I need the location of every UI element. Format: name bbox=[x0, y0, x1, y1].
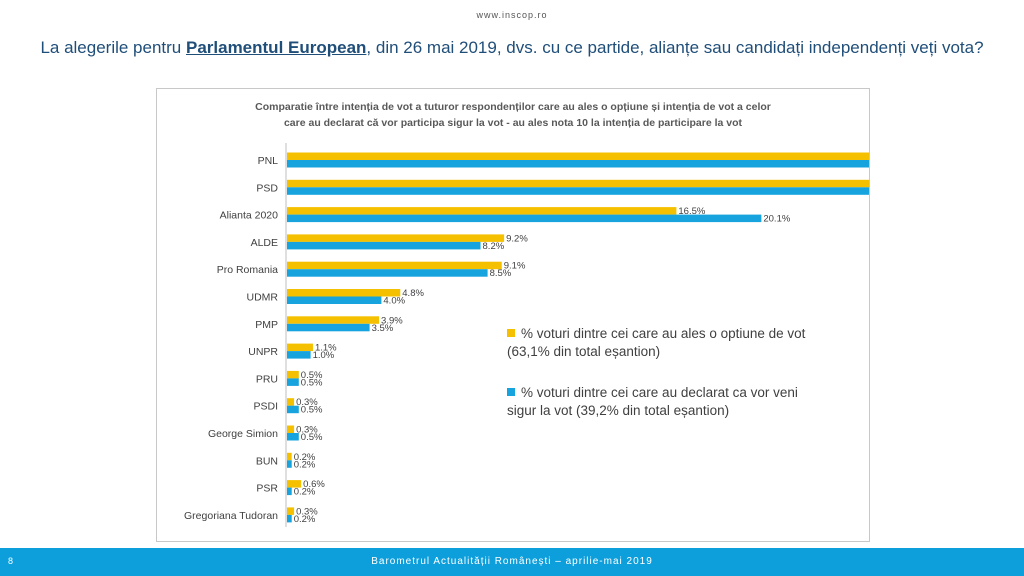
bar-series-1 bbox=[287, 207, 677, 215]
bar-series-1 bbox=[287, 261, 502, 270]
category-label: Pro Romania bbox=[217, 264, 278, 276]
bar-series-2 bbox=[287, 514, 292, 523]
bar-series-1 bbox=[287, 398, 295, 406]
page-title: La alegerile pentru Parlamentul European… bbox=[40, 36, 984, 59]
bar-series-1 bbox=[287, 370, 299, 379]
bar-series-2 bbox=[287, 351, 311, 359]
data-label-series-1: 0.3% bbox=[296, 397, 318, 408]
bar-series-1 bbox=[287, 152, 869, 160]
footer-bar: 8 Barometrul Actualității Românești – ap… bbox=[0, 548, 1024, 576]
data-label-series-2: 1.0% bbox=[313, 350, 335, 361]
category-label: PSR bbox=[256, 483, 278, 495]
data-label-series-2: 20.1% bbox=[763, 214, 790, 225]
data-label-series-1: 4.8% bbox=[402, 288, 424, 299]
category-label: PNL bbox=[258, 155, 279, 167]
data-label-series-2: 4.0% bbox=[383, 296, 405, 307]
data-label-series-1: 0.3% bbox=[296, 425, 318, 436]
legend-label-series-2: % voturi dintre cei care au declarat ca … bbox=[521, 385, 798, 400]
bar-series-2 bbox=[287, 323, 370, 332]
title-text-before: La alegerile pentru bbox=[40, 38, 186, 57]
legend-sub-series-2: sigur la vot (39,2% din total eșantion) bbox=[507, 403, 730, 418]
bar-series-1 bbox=[287, 316, 380, 324]
bar-series-2 bbox=[287, 160, 869, 168]
legend-item-series-1: % voturi dintre cei care au ales o optiu… bbox=[507, 325, 857, 361]
data-label-series-2: 0.5% bbox=[301, 377, 323, 388]
category-label: ALDE bbox=[251, 237, 278, 249]
category-label: UNPR bbox=[248, 346, 278, 358]
data-label-series-2: 0.2% bbox=[294, 514, 316, 525]
bar-series-2 bbox=[287, 460, 292, 468]
data-label-series-1: 9.2% bbox=[506, 233, 528, 244]
bar-series-2 bbox=[287, 378, 299, 386]
data-label-series-1: 0.3% bbox=[296, 506, 318, 517]
footer-text: Barometrul Actualității Românești – apri… bbox=[371, 556, 653, 567]
data-label-series-2: 0.5% bbox=[301, 405, 323, 416]
data-label-series-1: 9.1% bbox=[504, 261, 526, 272]
data-label-series-1: 16.5% bbox=[678, 206, 705, 217]
bar-series-1 bbox=[287, 480, 302, 488]
page-number: 8 bbox=[8, 556, 14, 566]
category-label: Alianta 2020 bbox=[220, 210, 279, 222]
chart-title: Comparatie între intenția de vot a tutur… bbox=[157, 99, 869, 131]
legend-item-series-2: % voturi dintre cei care au declarat ca … bbox=[507, 384, 857, 420]
data-label-series-2: 8.2% bbox=[483, 241, 505, 252]
title-text-after: , din 26 mai 2019, dvs. cu ce partide, a… bbox=[366, 38, 984, 57]
data-label-series-1: 3.9% bbox=[381, 315, 403, 326]
category-label: George Simion bbox=[208, 428, 278, 440]
category-label: Gregoriana Tudoran bbox=[184, 510, 278, 522]
bar-series-2 bbox=[287, 433, 299, 441]
data-label-series-2: 0.2% bbox=[294, 487, 316, 498]
legend-swatch-series-2 bbox=[507, 388, 515, 396]
bar-series-1 bbox=[287, 343, 313, 352]
category-label: PSDI bbox=[253, 401, 278, 413]
chart-title-line-2: care au declarat că vor participa sigur … bbox=[283, 117, 743, 129]
category-label: PMP bbox=[255, 319, 278, 331]
category-label: BUN bbox=[256, 455, 278, 467]
bar-series-2 bbox=[287, 405, 299, 414]
category-label: PSD bbox=[256, 182, 278, 194]
category-label: PRU bbox=[256, 373, 278, 385]
site-url: www.inscop.ro bbox=[476, 10, 548, 20]
bar-series-2 bbox=[287, 214, 762, 223]
bar-series-1 bbox=[287, 507, 295, 515]
data-label-series-1: 1.1% bbox=[315, 343, 337, 354]
bar-series-1 bbox=[287, 234, 505, 242]
bar-chart: PNL27.6%26.1%PSD25.5%26.4%Alianta 202016… bbox=[184, 143, 869, 527]
data-label-series-1: 0.5% bbox=[301, 370, 323, 381]
data-label-series-2: 0.5% bbox=[301, 432, 323, 443]
data-label-series-2: 0.2% bbox=[294, 459, 316, 470]
bar-series-2 bbox=[287, 487, 292, 496]
bar-series-2 bbox=[287, 187, 869, 195]
category-label: UDMR bbox=[247, 292, 279, 304]
bar-series-1 bbox=[287, 452, 292, 461]
bar-series-2 bbox=[287, 241, 481, 250]
data-label-series-2: 3.5% bbox=[372, 323, 394, 334]
bar-series-1 bbox=[287, 289, 401, 297]
data-label-series-2: 8.5% bbox=[490, 268, 512, 279]
data-label-series-1: 0.6% bbox=[303, 479, 325, 490]
bar-series-2 bbox=[287, 269, 488, 277]
title-emphasis: Parlamentul European bbox=[185, 38, 367, 57]
legend-swatch-series-1 bbox=[507, 329, 515, 337]
legend-label-series-1: % voturi dintre cei care au ales o optiu… bbox=[521, 326, 806, 341]
chart-title-line-1: Comparatie între intenția de vot a tutur… bbox=[255, 101, 771, 113]
legend-sub-series-1: (63,1% din total eșantion) bbox=[507, 344, 661, 359]
bar-series-1 bbox=[287, 179, 869, 188]
bar-series-1 bbox=[287, 425, 295, 433]
chart-frame: Comparatie între intenția de vot a tutur… bbox=[156, 88, 870, 542]
data-label-series-1: 0.2% bbox=[294, 452, 316, 463]
bar-series-2 bbox=[287, 296, 382, 304]
